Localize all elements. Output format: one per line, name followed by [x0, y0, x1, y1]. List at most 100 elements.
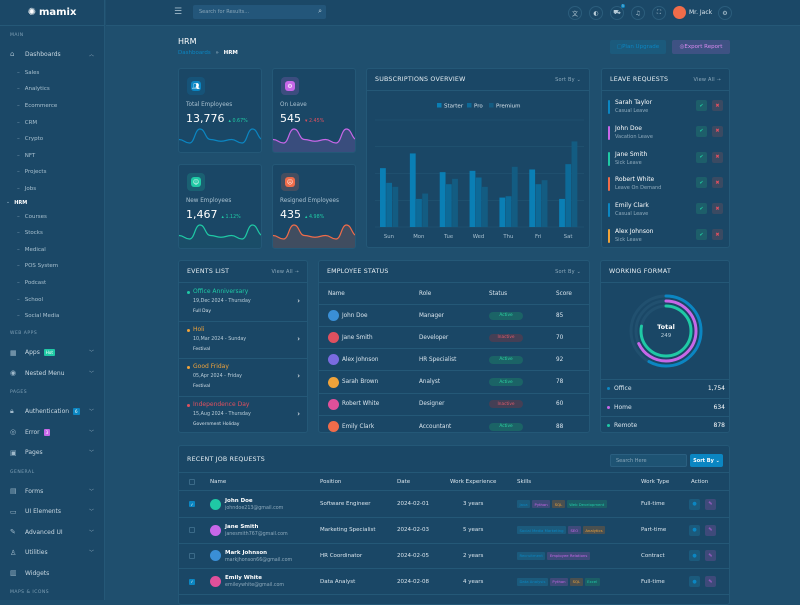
search-input[interactable]: Search for Results... ⌕: [193, 5, 326, 19]
sidebar-item-forms[interactable]: ▤ Forms ﹀: [0, 481, 104, 502]
breadcrumb-link[interactable]: Dashboards: [178, 50, 211, 56]
edit-button[interactable]: ✎: [705, 524, 716, 536]
row-checkbox[interactable]: [189, 552, 195, 559]
sidebar-subitem-school[interactable]: School: [0, 291, 104, 308]
chevron-down-icon[interactable]: ﹀: [88, 550, 94, 557]
translate-icon[interactable]: 文: [568, 6, 582, 20]
sidebar-subitem-podcast[interactable]: Podcast: [0, 275, 104, 292]
approve-button[interactable]: ✔: [696, 229, 707, 240]
export-report-button[interactable]: ◎ Export Report: [672, 40, 730, 54]
approve-button[interactable]: ✔: [696, 203, 707, 215]
sidebar-subitem-courses[interactable]: Courses: [0, 208, 104, 225]
chevron-down-icon[interactable]: ﹀: [88, 370, 94, 377]
approve-button[interactable]: ✔: [696, 177, 707, 189]
user-name[interactable]: Mr. Jack: [689, 9, 713, 16]
sidebar-subitem-pos-system[interactable]: POS System: [0, 258, 104, 275]
row-checkbox[interactable]: ✓: [189, 501, 195, 508]
sidebar-subitem-crypto[interactable]: Crypto: [0, 131, 104, 148]
cart-icon[interactable]: ⛟ 5: [610, 4, 625, 20]
approve-button[interactable]: ✔: [696, 125, 707, 137]
sidebar-item-pages[interactable]: ▣ Pages ﹀: [0, 442, 104, 463]
edit-button[interactable]: ✎: [705, 550, 716, 562]
job-search-input[interactable]: Search Here: [610, 454, 687, 467]
sidebar-item-dashboards[interactable]: ⌂ Dashboards ︿: [0, 44, 104, 65]
event-date: 15,Aug 2024 - Thursday: [193, 411, 251, 417]
sidebar-item-utilities[interactable]: ♙ Utilities ﹀: [0, 542, 104, 563]
chevron-down-icon[interactable]: ﹀: [88, 429, 94, 436]
sidebar-item-nested-menu[interactable]: ◉ Nested Menu ﹀: [0, 363, 104, 384]
chevron-right-icon[interactable]: ›: [297, 297, 300, 305]
chevron-right-icon[interactable]: ›: [297, 372, 300, 380]
sidebar-subitem-sales[interactable]: Sales: [0, 65, 104, 82]
bell-icon[interactable]: ♫: [631, 6, 645, 20]
view-button[interactable]: ●: [689, 524, 700, 536]
cart-badge: 5: [620, 4, 625, 8]
sidebar-item-apps[interactable]: ▦ Apps Hot ﹀: [0, 342, 104, 363]
sidebar-subitem-jobs[interactable]: Jobs: [0, 181, 104, 198]
skill-tag: Recruitment: [517, 551, 546, 560]
view-button[interactable]: ●: [689, 576, 700, 588]
sidebar-item-widgets[interactable]: ▥ Widgets: [0, 563, 104, 584]
chevron-down-icon[interactable]: ﹀: [88, 529, 94, 536]
sidebar-section-title: GENERAL: [10, 469, 35, 475]
sort-dropdown[interactable]: Sort By ⌄: [555, 268, 581, 275]
sidebar-subitem-ecommerce[interactable]: Ecommerce: [0, 98, 104, 115]
stat-icon-box: 👥︎: [187, 77, 205, 95]
chevron-up-icon[interactable]: ︿: [88, 51, 94, 58]
sidebar-subitem-social-media[interactable]: Social Media: [0, 308, 104, 325]
event-item[interactable]: Holi 10,Mar 2024 - Sunday Festival ›: [179, 322, 307, 359]
row-checkbox[interactable]: ✓: [189, 578, 195, 585]
sort-dropdown[interactable]: Sort By ⌄: [555, 76, 581, 83]
sidebar-subitem-crm[interactable]: CRM: [0, 114, 104, 131]
table-row: John Doe Manager Active 85: [319, 305, 589, 327]
sidebar-subitem-nft[interactable]: NFT: [0, 147, 104, 164]
reject-button[interactable]: ✖: [712, 151, 723, 163]
reject-button[interactable]: ✖: [712, 203, 723, 215]
plan-upgrade-button[interactable]: ▢ Plan Upgrade: [610, 40, 666, 54]
select-all-checkbox[interactable]: [189, 478, 195, 485]
chevron-right-icon[interactable]: ›: [297, 334, 300, 343]
fullscreen-icon[interactable]: ⛶: [652, 6, 666, 20]
sidebar-subitem-analytics[interactable]: Analytics: [0, 81, 104, 98]
search-icon[interactable]: ⌕: [318, 7, 322, 15]
bar-pro-mon: [416, 198, 422, 227]
view-button[interactable]: ●: [689, 550, 700, 562]
sidebar-item-ui-elements[interactable]: ▭ UI Elements ﹀: [0, 501, 104, 522]
chevron-down-icon[interactable]: ﹀: [88, 488, 94, 495]
gear-icon[interactable]: ⚙: [718, 6, 732, 20]
event-item[interactable]: Good Friday 05,Apr 2024 - Friday Festival ›: [179, 359, 307, 397]
chevron-right-icon[interactable]: ›: [297, 409, 300, 418]
row-checkbox[interactable]: [189, 527, 195, 534]
avatar[interactable]: [673, 6, 686, 19]
approve-button[interactable]: ✔: [696, 151, 707, 163]
approve-button[interactable]: ✔: [696, 100, 707, 111]
sidebar-subitem-projects[interactable]: Projects: [0, 164, 104, 181]
event-item[interactable]: Office Anniversary 19,Dec 2024 - Thursday…: [179, 284, 307, 322]
sort-button[interactable]: Sort By ⌄: [690, 454, 723, 467]
chevron-down-icon[interactable]: ﹀: [88, 509, 94, 516]
view-all-link[interactable]: View All ➝: [271, 268, 299, 275]
reject-button[interactable]: ✖: [712, 125, 723, 137]
chevron-down-icon[interactable]: ﹀: [88, 350, 94, 357]
edit-button[interactable]: ✎: [705, 498, 716, 510]
theme-icon[interactable]: ◐: [589, 6, 603, 20]
view-all-link[interactable]: View All ➝: [693, 76, 721, 83]
edit-button[interactable]: ✎: [705, 576, 716, 588]
reject-button[interactable]: ✖: [712, 229, 723, 240]
sidebar-item-error[interactable]: ◎ Error 3 ﹀: [0, 422, 104, 443]
chevron-down-icon[interactable]: ﹀: [88, 409, 94, 416]
legend-swatch: [489, 103, 494, 108]
view-button[interactable]: ●: [689, 498, 700, 510]
sidebar-item-advanced-ui[interactable]: ✎ Advanced UI ﹀: [0, 522, 104, 543]
reject-button[interactable]: ✖: [712, 177, 723, 189]
chevron-down-icon[interactable]: ﹀: [88, 450, 94, 457]
reject-button[interactable]: ✖: [712, 100, 723, 111]
sidebar-subitem-stocks[interactable]: Stocks: [0, 225, 104, 242]
sidebar-subitem-hrm[interactable]: HRM: [0, 197, 27, 208]
sidebar-item-authentication[interactable]: 🔒︎ Authentication 6 ﹀: [0, 401, 104, 422]
event-item[interactable]: Independence Day 15,Aug 2024 - Thursday Go…: [179, 397, 307, 433]
menu-toggle-icon[interactable]: ☰: [174, 7, 183, 17]
logo[interactable]: ✺ mamix: [0, 0, 104, 26]
sidebar-subitem-medical[interactable]: Medical: [0, 241, 104, 258]
stat-value: 435 ▴ 4.98%: [280, 208, 325, 221]
